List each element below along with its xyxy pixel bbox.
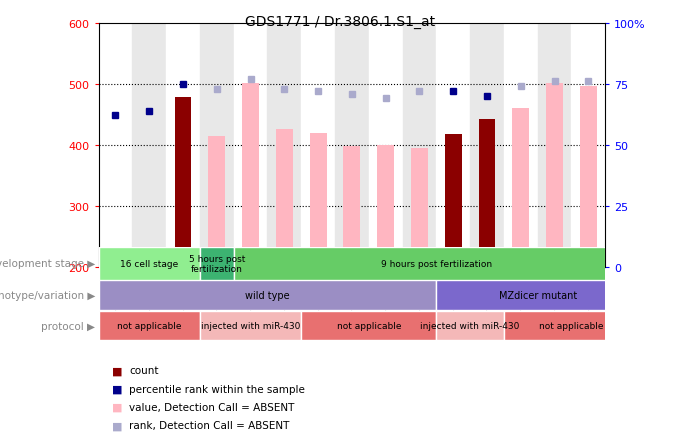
Bar xyxy=(309,133,326,267)
Bar xyxy=(504,24,538,267)
Text: ■: ■ xyxy=(112,384,122,394)
Bar xyxy=(546,83,563,267)
Bar xyxy=(99,311,200,341)
Text: GDS1771 / Dr.3806.1.S1_at: GDS1771 / Dr.3806.1.S1_at xyxy=(245,15,435,29)
Bar xyxy=(437,311,504,341)
Bar xyxy=(208,136,225,267)
Text: rank, Detection Call = ABSENT: rank, Detection Call = ABSENT xyxy=(129,421,290,430)
Bar xyxy=(538,24,571,267)
Text: percentile rank within the sample: percentile rank within the sample xyxy=(129,384,305,394)
Text: count: count xyxy=(129,366,158,375)
Text: ■: ■ xyxy=(112,421,122,430)
Bar xyxy=(437,24,470,267)
Bar xyxy=(99,281,437,310)
Bar xyxy=(369,24,403,267)
Bar xyxy=(335,24,369,267)
Bar xyxy=(377,145,394,267)
Bar xyxy=(571,24,605,267)
Bar xyxy=(234,247,639,280)
Bar xyxy=(200,247,234,280)
Bar xyxy=(267,24,301,267)
Bar xyxy=(301,24,335,267)
Bar xyxy=(301,311,437,341)
Text: development stage ▶: development stage ▶ xyxy=(0,259,95,269)
Text: not applicable: not applicable xyxy=(539,322,604,330)
Bar xyxy=(403,24,437,267)
Bar xyxy=(234,24,267,267)
Text: injected with miR-430: injected with miR-430 xyxy=(201,322,301,330)
Bar xyxy=(175,98,192,267)
Bar xyxy=(166,24,200,267)
Text: injected with miR-430: injected with miR-430 xyxy=(420,322,520,330)
Text: protocol ▶: protocol ▶ xyxy=(41,321,95,331)
Bar xyxy=(200,311,301,341)
Text: 9 hours post fertilization: 9 hours post fertilization xyxy=(381,259,492,268)
Bar xyxy=(99,247,200,280)
Text: 16 cell stage: 16 cell stage xyxy=(120,259,178,268)
Bar xyxy=(276,130,293,267)
Bar xyxy=(242,83,259,267)
Bar xyxy=(411,148,428,267)
Text: ■: ■ xyxy=(112,402,122,412)
Bar xyxy=(133,24,166,267)
Bar xyxy=(99,24,133,267)
Text: not applicable: not applicable xyxy=(337,322,401,330)
Text: 5 hours post
fertilization: 5 hours post fertilization xyxy=(188,254,245,273)
Text: genotype/variation ▶: genotype/variation ▶ xyxy=(0,291,95,300)
Text: ■: ■ xyxy=(112,366,122,375)
Bar xyxy=(437,281,639,310)
Text: not applicable: not applicable xyxy=(117,322,182,330)
Bar xyxy=(504,311,639,341)
Bar xyxy=(343,147,360,267)
Text: MZdicer mutant: MZdicer mutant xyxy=(498,291,577,300)
Text: wild type: wild type xyxy=(245,291,290,300)
Bar xyxy=(470,24,504,267)
Bar xyxy=(479,119,496,267)
Bar xyxy=(580,86,597,267)
Bar xyxy=(512,109,529,267)
Bar xyxy=(141,253,158,267)
Bar xyxy=(445,135,462,267)
Text: value, Detection Call = ABSENT: value, Detection Call = ABSENT xyxy=(129,402,294,412)
Bar xyxy=(107,264,124,267)
Bar xyxy=(200,24,234,267)
